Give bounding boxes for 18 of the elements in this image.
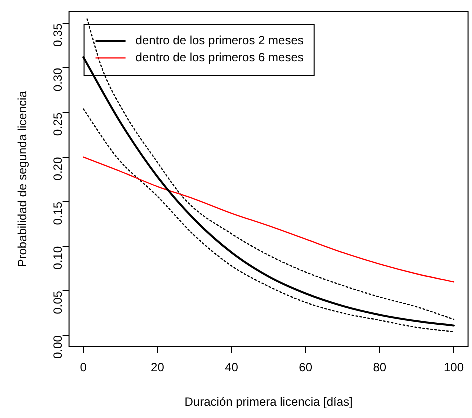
x-tick-label: 100 xyxy=(444,360,464,375)
y-tick-label: 0.10 xyxy=(51,246,66,270)
legend-label: dentro de los primeros 2 meses xyxy=(136,34,304,48)
x-axis-title: Duración primera licencia [días] xyxy=(184,395,353,410)
x-tick-label: 40 xyxy=(225,360,239,375)
x-tick-label: 60 xyxy=(299,360,313,375)
y-tick-label: 0.00 xyxy=(51,335,66,359)
y-tick-label: 0.05 xyxy=(51,290,66,314)
y-tick-label: 0.25 xyxy=(51,112,66,136)
y-tick-label: 0.15 xyxy=(51,202,66,226)
x-tick-label: 80 xyxy=(373,360,387,375)
y-tick-label: 0.30 xyxy=(51,68,66,92)
y-tick-label: 0.35 xyxy=(51,23,66,48)
x-tick-label: 20 xyxy=(151,360,165,375)
y-axis-title: Probabilidad de segunda licencia xyxy=(16,90,30,268)
legend-label: dentro de los primeros 6 meses xyxy=(136,50,304,65)
y-tick-label: 0.20 xyxy=(51,157,66,181)
x-tick-label: 0 xyxy=(80,360,88,375)
